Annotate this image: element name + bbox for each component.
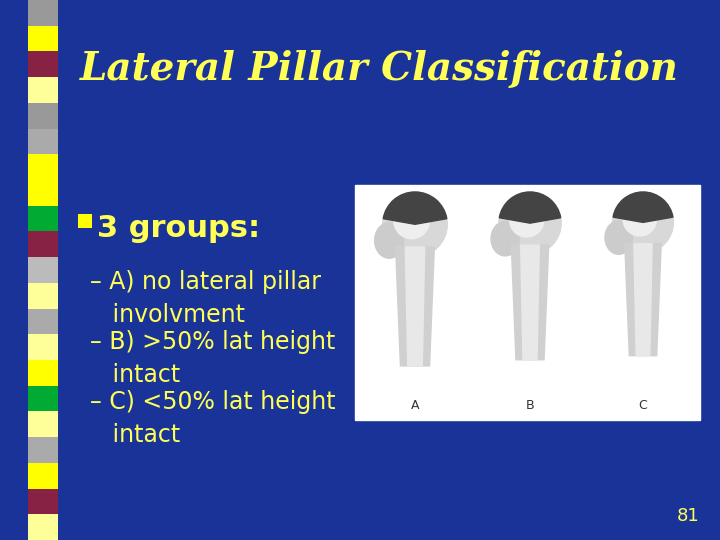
Bar bbox=[355, 185, 700, 420]
Bar bbox=[28, 206, 58, 232]
Polygon shape bbox=[405, 247, 425, 366]
Bar bbox=[28, 360, 58, 386]
Ellipse shape bbox=[499, 192, 561, 254]
Bar bbox=[28, 103, 58, 129]
Wedge shape bbox=[613, 192, 673, 222]
Bar bbox=[28, 437, 58, 463]
Ellipse shape bbox=[394, 203, 429, 239]
Polygon shape bbox=[634, 244, 652, 356]
Bar bbox=[28, 77, 58, 103]
Text: 3 groups:: 3 groups: bbox=[97, 214, 260, 243]
Bar bbox=[78, 214, 92, 228]
Polygon shape bbox=[395, 247, 434, 366]
Bar bbox=[28, 154, 58, 180]
Ellipse shape bbox=[510, 202, 544, 237]
Ellipse shape bbox=[491, 221, 519, 256]
Bar bbox=[28, 51, 58, 77]
Ellipse shape bbox=[613, 192, 673, 253]
Bar bbox=[28, 257, 58, 283]
Bar bbox=[28, 232, 58, 257]
Bar bbox=[28, 386, 58, 411]
Ellipse shape bbox=[623, 202, 657, 236]
Bar bbox=[28, 180, 58, 206]
Wedge shape bbox=[499, 192, 561, 223]
Ellipse shape bbox=[374, 222, 404, 258]
Polygon shape bbox=[521, 245, 539, 360]
Bar bbox=[28, 411, 58, 437]
Bar bbox=[28, 283, 58, 308]
Bar bbox=[28, 26, 58, 51]
Bar bbox=[28, 129, 58, 154]
Polygon shape bbox=[625, 244, 661, 356]
Text: A: A bbox=[410, 399, 419, 412]
Text: Lateral Pillar Classification: Lateral Pillar Classification bbox=[80, 50, 679, 88]
Bar bbox=[28, 489, 58, 514]
Ellipse shape bbox=[383, 192, 447, 256]
Polygon shape bbox=[511, 245, 549, 360]
Text: – C) <50% lat height
   intact: – C) <50% lat height intact bbox=[90, 390, 336, 448]
Text: – B) >50% lat height
   intact: – B) >50% lat height intact bbox=[90, 330, 336, 388]
Bar bbox=[28, 334, 58, 360]
Text: – A) no lateral pillar
   involvment: – A) no lateral pillar involvment bbox=[90, 270, 321, 327]
Bar bbox=[28, 463, 58, 489]
Bar bbox=[28, 514, 58, 540]
Wedge shape bbox=[383, 192, 447, 224]
Bar bbox=[28, 0, 58, 26]
Bar bbox=[28, 308, 58, 334]
Text: C: C bbox=[639, 399, 647, 412]
Text: B: B bbox=[526, 399, 534, 412]
Text: 81: 81 bbox=[678, 507, 700, 525]
Ellipse shape bbox=[605, 221, 632, 254]
